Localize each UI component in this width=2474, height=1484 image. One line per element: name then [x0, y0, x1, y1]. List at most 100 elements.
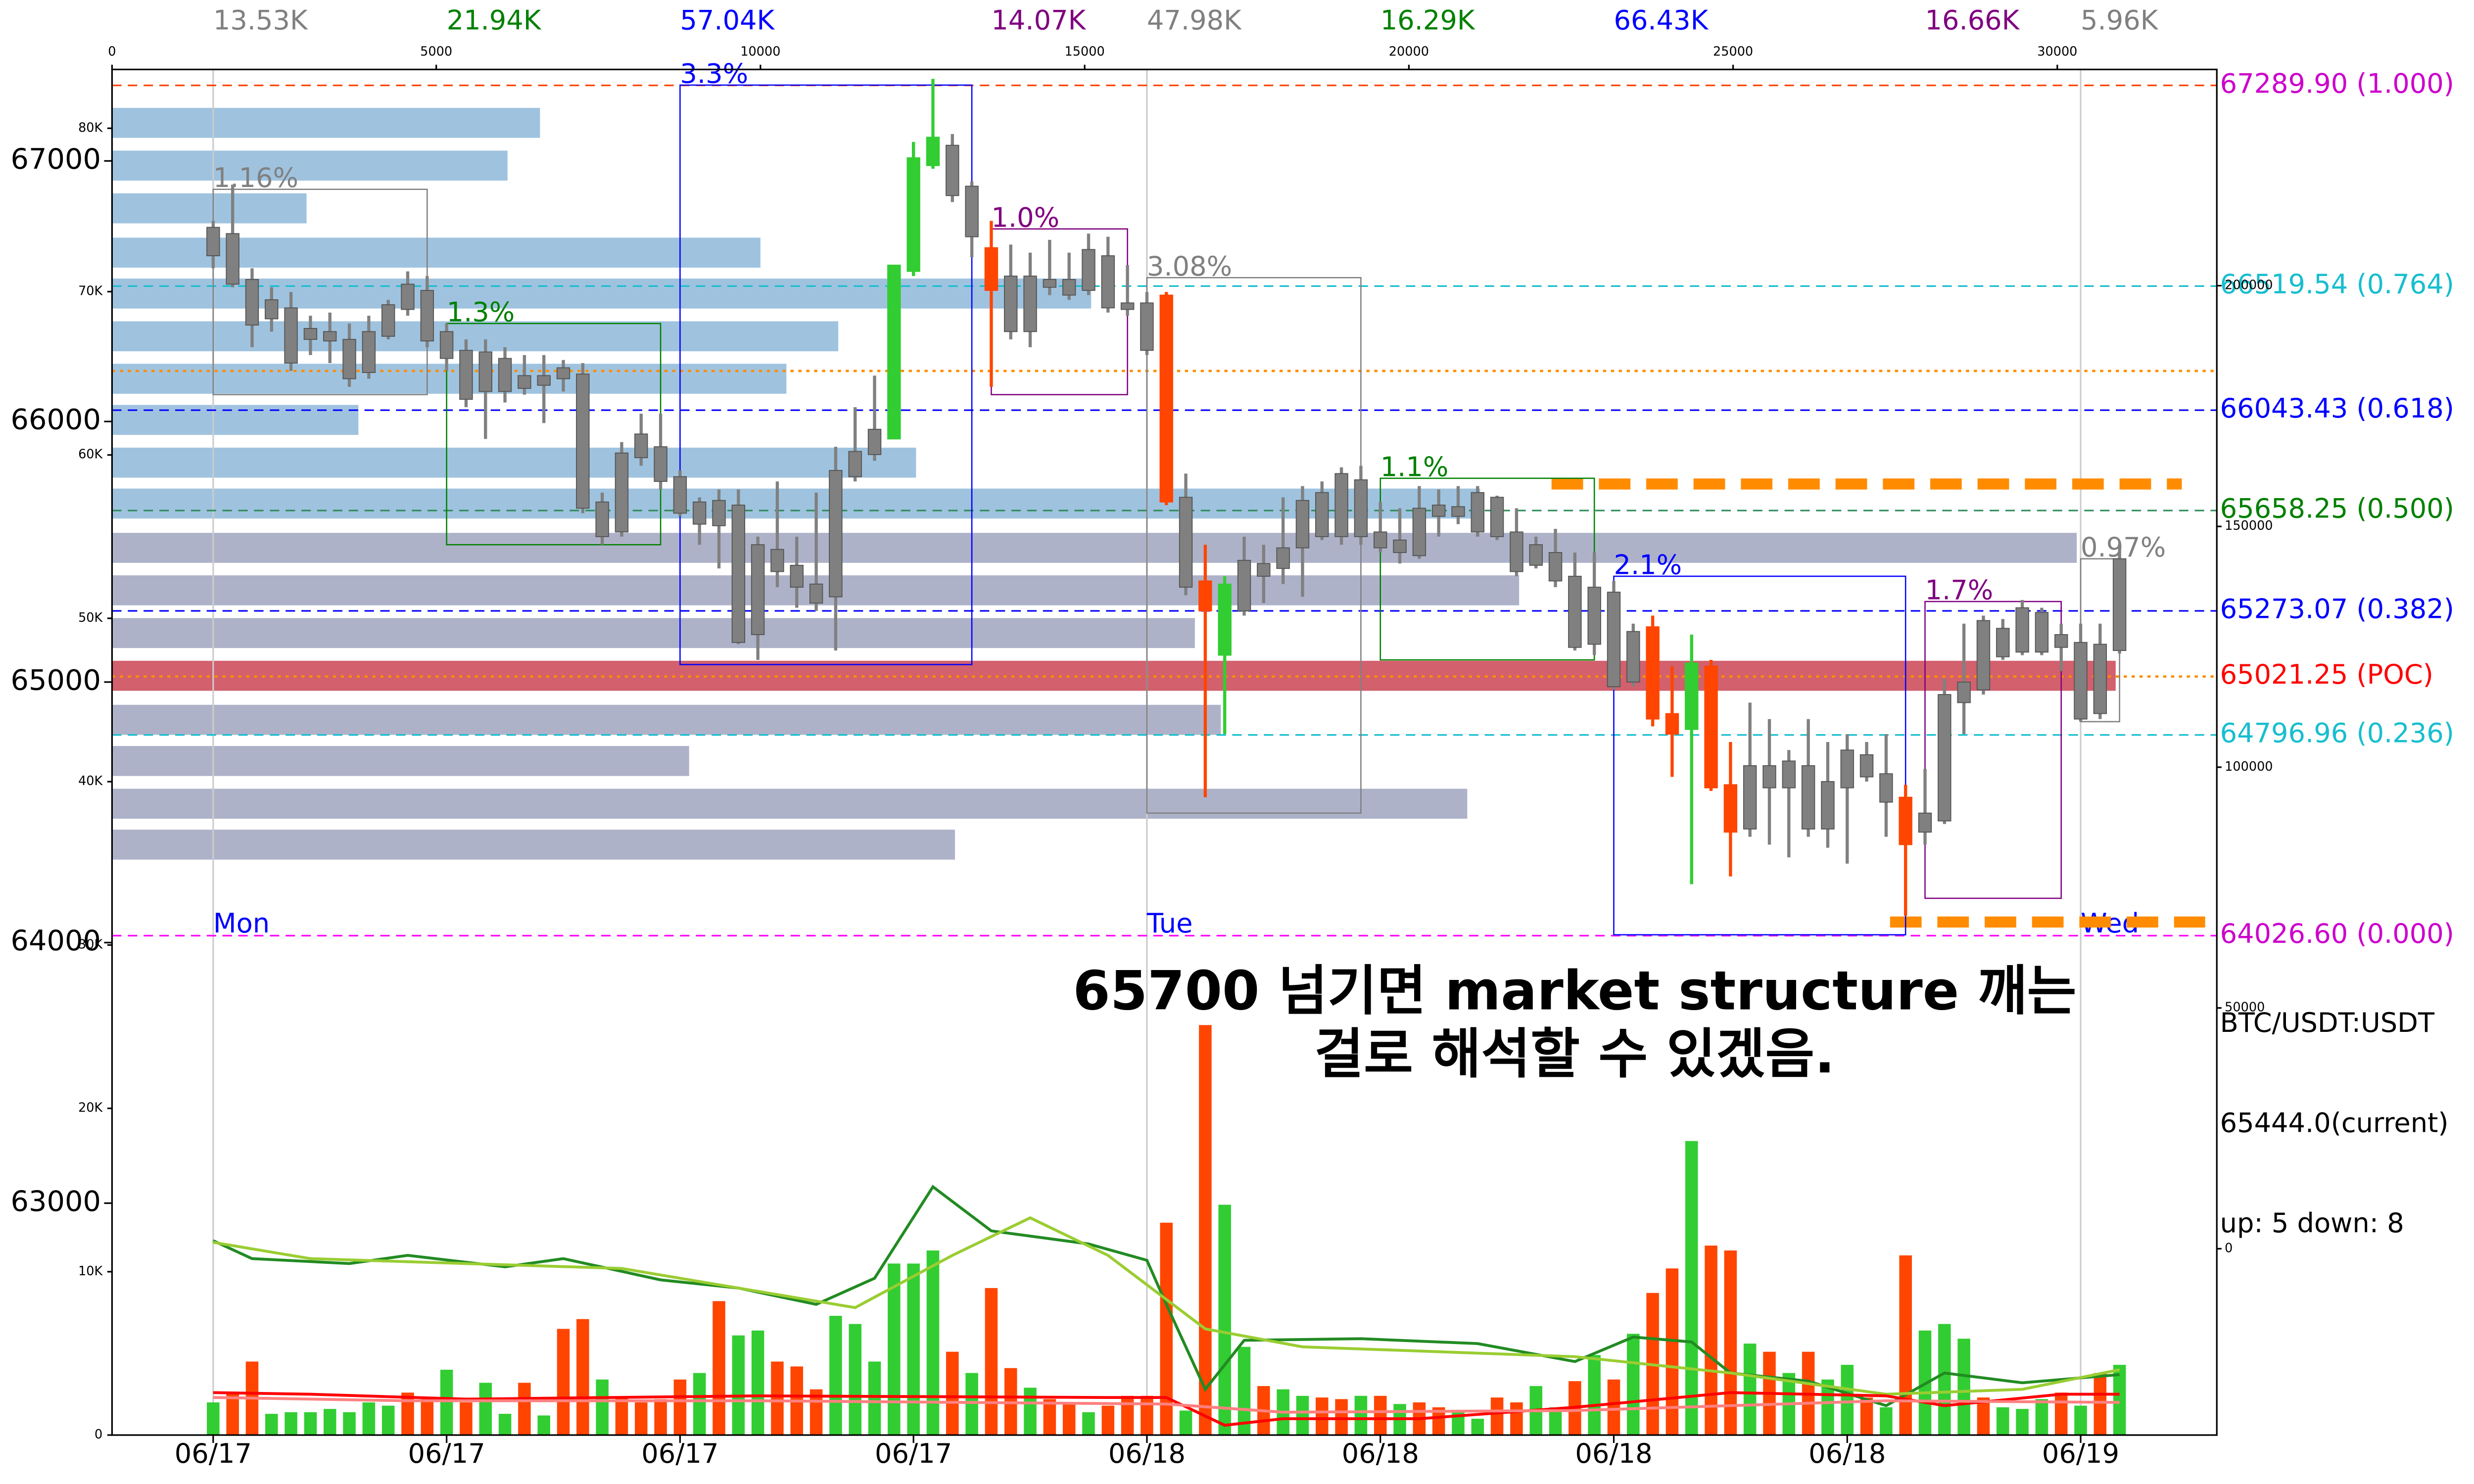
- candle-body: [1082, 249, 1095, 291]
- candle-body: [1938, 694, 1951, 822]
- box-volume: 16.66K: [1925, 4, 2020, 36]
- volume-bar: [2054, 1392, 2068, 1436]
- box-volume: 13.53K: [213, 4, 308, 36]
- candle-body: [323, 331, 337, 342]
- volume-bar: [732, 1335, 745, 1436]
- candle-body: [1801, 765, 1815, 830]
- candle-body: [1782, 760, 1796, 788]
- y2-tick-label: 50000: [2225, 1000, 2265, 1015]
- top-x-tick-label: 0: [108, 44, 116, 59]
- volume-bar: [1957, 1339, 1970, 1436]
- volume-bar: [829, 1316, 842, 1436]
- candle-body: [1821, 781, 1835, 830]
- volume-bar: [1490, 1397, 1504, 1436]
- candle-body: [518, 375, 531, 389]
- candle-body: [1587, 587, 1601, 645]
- candle-body: [1548, 552, 1563, 582]
- candle-body: [984, 247, 999, 291]
- volume-profile-bar: [112, 746, 689, 776]
- volume-bar: [1316, 1397, 1329, 1436]
- candle-body: [1431, 505, 1446, 517]
- box-volume: 21.94K: [447, 4, 542, 36]
- volume-bar: [868, 1361, 881, 1436]
- candle-body: [595, 501, 609, 537]
- annotation: 걸로 해석할 수 있겠음.: [1314, 1022, 1835, 1085]
- volume-profile-bar: [112, 618, 1195, 649]
- y-tick-label: 63000: [11, 1185, 101, 1218]
- candle-body: [1899, 796, 1912, 845]
- candle-body: [1354, 479, 1368, 537]
- box-percent: 1.0%: [991, 202, 1059, 233]
- candle-body: [1879, 773, 1893, 803]
- volume-profile-bar: [112, 150, 508, 181]
- box-percent: 1.7%: [1925, 575, 1994, 606]
- candle-body: [245, 279, 259, 326]
- volume-bar: [2016, 1409, 2029, 1436]
- volume-bar: [596, 1379, 609, 1436]
- candle-body: [1510, 531, 1523, 572]
- volume-bar: [1218, 1205, 1231, 1436]
- candle-body: [1704, 665, 1718, 788]
- level-label: 65658.25 (0.500): [2220, 493, 2454, 524]
- candle-body: [1626, 631, 1640, 683]
- box-volume: 66.43K: [1614, 4, 1709, 36]
- plot-frame: [111, 68, 2218, 1436]
- volume-profile-bar: [112, 108, 540, 138]
- annotation: 65700 넘기면 market structure 깨는: [1073, 959, 2076, 1022]
- candle-body: [1490, 497, 1504, 537]
- volume-bar: [226, 1392, 239, 1436]
- level-label: 67289.90 (1.000): [2220, 68, 2454, 99]
- x-tick-label: 06/17: [175, 1438, 252, 1469]
- volume-bar: [1471, 1419, 1484, 1436]
- candle-body: [342, 339, 356, 379]
- candle-body: [1004, 276, 1018, 332]
- candle-body: [401, 283, 415, 310]
- box-percent: 1.16%: [213, 162, 298, 193]
- volume-bar: [362, 1402, 376, 1436]
- volume-bar: [576, 1319, 589, 1436]
- range-box: [1146, 277, 1362, 814]
- volume-bar: [440, 1369, 453, 1436]
- info-text: up: 5 down: 8: [2220, 1207, 2404, 1239]
- candle-body: [926, 137, 940, 166]
- volume-bar: [1082, 1412, 1095, 1436]
- volume-bar: [1997, 1407, 2009, 1436]
- candle-body: [615, 452, 629, 533]
- candle-body: [654, 446, 667, 482]
- candle-body: [284, 307, 298, 364]
- volume-bar: [985, 1288, 998, 1436]
- candle-body: [537, 375, 551, 386]
- volume-bar: [771, 1361, 784, 1436]
- box-volume: 47.98K: [1147, 4, 1242, 36]
- candle-body: [1665, 713, 1679, 735]
- candle-body: [303, 328, 318, 340]
- candle-body: [887, 265, 901, 440]
- volume-bar: [1880, 1407, 1893, 1436]
- x-tick-label: 06/17: [641, 1438, 718, 1469]
- volume-bar: [1899, 1255, 1912, 1436]
- volume-ma-line: [213, 1396, 2120, 1414]
- top-x-tick-label: 5000: [420, 44, 452, 59]
- y-tick-label: 65000: [11, 663, 101, 696]
- volume-y-tick-label: 80K: [78, 120, 103, 135]
- candle-body: [1218, 583, 1232, 656]
- volume-bar: [965, 1373, 978, 1436]
- y-tick-label: 66000: [11, 403, 101, 436]
- candle-body: [576, 373, 590, 509]
- candle-body: [1646, 626, 1660, 720]
- box-volume: 57.04K: [680, 4, 775, 36]
- y2-tick-label: 150000: [2225, 518, 2273, 533]
- box-percent: 2.1%: [1614, 549, 1682, 580]
- level-label: 65021.25 (POC): [2220, 659, 2433, 690]
- volume-bar: [615, 1397, 628, 1436]
- volume-bar: [1141, 1395, 1153, 1436]
- session-label: Tue: [1146, 908, 1193, 939]
- candle-body: [420, 290, 434, 342]
- candle-body: [1451, 506, 1465, 517]
- candle-body: [556, 367, 571, 379]
- candle-body: [1568, 575, 1582, 648]
- candle-body: [1159, 294, 1173, 503]
- level-label: 64796.96 (0.236): [2220, 717, 2454, 748]
- candle-body: [692, 501, 707, 525]
- volume-profile-bar: [112, 488, 1480, 519]
